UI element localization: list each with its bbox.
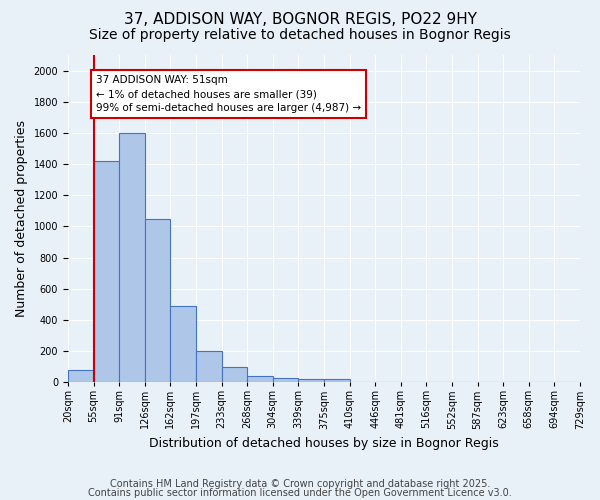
Bar: [196, 351, 221, 382]
Text: 37, ADDISON WAY, BOGNOR REGIS, PO22 9HY: 37, ADDISON WAY, BOGNOR REGIS, PO22 9HY: [124, 12, 476, 28]
Bar: [68, 370, 94, 382]
Y-axis label: Number of detached properties: Number of detached properties: [15, 120, 28, 317]
Text: Size of property relative to detached houses in Bognor Regis: Size of property relative to detached ho…: [89, 28, 511, 42]
Bar: [170, 306, 196, 382]
Bar: [119, 133, 145, 382]
Bar: [298, 379, 324, 382]
Bar: [324, 379, 350, 382]
Text: Contains HM Land Registry data © Crown copyright and database right 2025.: Contains HM Land Registry data © Crown c…: [110, 479, 490, 489]
Bar: [273, 378, 298, 382]
Bar: [247, 376, 273, 382]
Bar: [145, 218, 170, 382]
Text: Contains public sector information licensed under the Open Government Licence v3: Contains public sector information licen…: [88, 488, 512, 498]
Bar: [94, 161, 119, 382]
X-axis label: Distribution of detached houses by size in Bognor Regis: Distribution of detached houses by size …: [149, 437, 499, 450]
Text: 37 ADDISON WAY: 51sqm
← 1% of detached houses are smaller (39)
99% of semi-detac: 37 ADDISON WAY: 51sqm ← 1% of detached h…: [96, 76, 361, 114]
Bar: [221, 366, 247, 382]
